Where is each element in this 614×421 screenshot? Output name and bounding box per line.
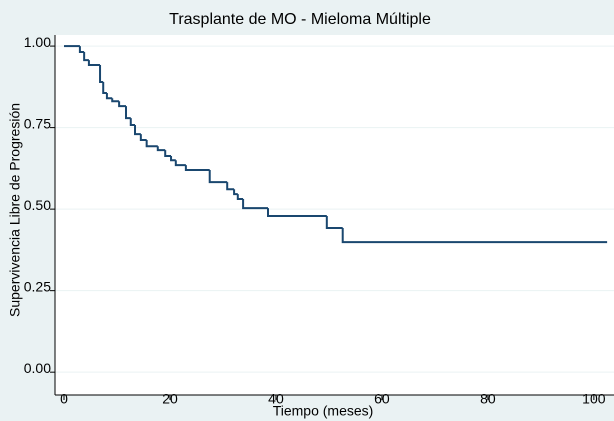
survival-step — [99, 65, 104, 83]
y-tick-label: 0.50 — [24, 197, 51, 213]
survival-step — [118, 101, 127, 108]
survival-step — [164, 150, 172, 157]
y-tick-label: 0.25 — [24, 278, 51, 294]
survival-step — [156, 146, 166, 152]
survival-step — [267, 208, 327, 217]
survival-step — [184, 165, 210, 171]
survival-step — [226, 182, 235, 191]
x-tick-label: 60 — [374, 391, 390, 407]
survival-step — [105, 93, 113, 100]
survival-step — [242, 199, 269, 210]
y-tick-label: 0.00 — [24, 360, 51, 376]
x-tick-label: 80 — [480, 391, 496, 407]
survival-step — [170, 155, 176, 162]
survival-step — [325, 215, 343, 230]
x-tick-label: 100 — [582, 391, 606, 407]
x-tick-label: 40 — [268, 391, 284, 407]
plot-area — [55, 35, 614, 395]
survival-step — [111, 98, 120, 103]
y-tick-label: 1.00 — [24, 34, 51, 50]
survival-step — [174, 160, 186, 167]
x-tick-label: 0 — [60, 391, 68, 407]
survival-step — [233, 189, 238, 196]
survival-step — [125, 106, 131, 120]
chart-title: Trasplante de MO - Mieloma Múltiple — [169, 11, 431, 28]
survival-step — [78, 46, 85, 53]
survival-step — [83, 51, 89, 62]
survival-step — [102, 81, 107, 95]
survival-step — [134, 125, 141, 136]
survival-step — [236, 194, 244, 201]
y-axis-title: Supervivencia Libre de Progresión — [7, 103, 23, 317]
survival-step — [341, 228, 608, 244]
survival-step — [139, 134, 147, 141]
survival-step — [87, 60, 101, 66]
x-tick-label: 20 — [162, 391, 178, 407]
y-tick-label: 0.75 — [24, 115, 51, 131]
survival-step — [145, 140, 158, 148]
survival-step — [208, 170, 228, 184]
survival-step — [129, 118, 136, 126]
x-axis-title: Tiempo (meses) — [273, 403, 374, 419]
